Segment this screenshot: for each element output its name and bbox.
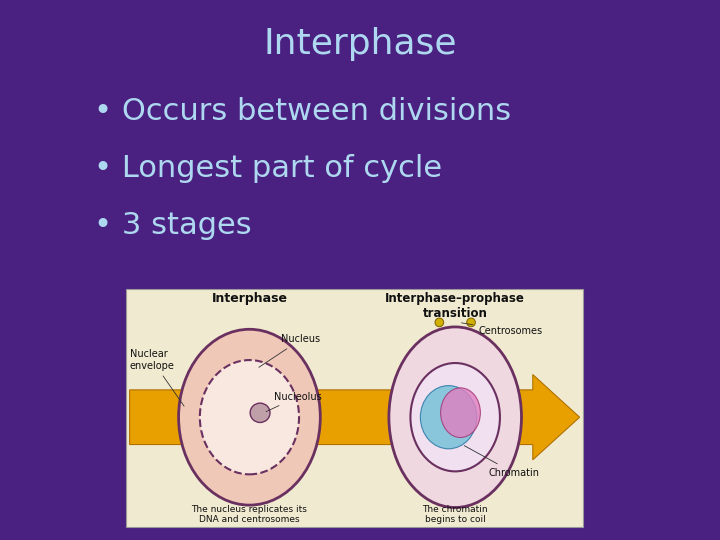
Polygon shape — [130, 375, 580, 460]
FancyBboxPatch shape — [126, 289, 583, 526]
Text: Nucleus: Nucleus — [259, 334, 320, 367]
Text: Nuclear
envelope: Nuclear envelope — [130, 349, 184, 406]
Text: Centrosomes: Centrosomes — [462, 323, 542, 336]
Text: • Occurs between divisions: • Occurs between divisions — [94, 97, 510, 126]
Text: Chromatin: Chromatin — [464, 446, 539, 478]
Text: Interphase: Interphase — [212, 292, 287, 305]
Ellipse shape — [410, 363, 500, 471]
Text: Interphase–prophase
transition: Interphase–prophase transition — [385, 292, 525, 320]
Ellipse shape — [435, 318, 444, 327]
Text: Nucleolus: Nucleolus — [266, 392, 322, 411]
Ellipse shape — [250, 403, 270, 422]
Ellipse shape — [441, 388, 480, 437]
Text: The nucleus replicates its
DNA and centrosomes: The nucleus replicates its DNA and centr… — [192, 504, 307, 524]
Text: • 3 stages: • 3 stages — [94, 211, 251, 240]
Text: The chromatin
begins to coil: The chromatin begins to coil — [423, 504, 488, 524]
Ellipse shape — [179, 329, 320, 505]
Ellipse shape — [420, 386, 477, 449]
Text: • Longest part of cycle: • Longest part of cycle — [94, 154, 442, 183]
Ellipse shape — [467, 318, 475, 327]
Ellipse shape — [389, 327, 521, 508]
Ellipse shape — [200, 360, 299, 474]
Text: Interphase: Interphase — [264, 27, 456, 61]
